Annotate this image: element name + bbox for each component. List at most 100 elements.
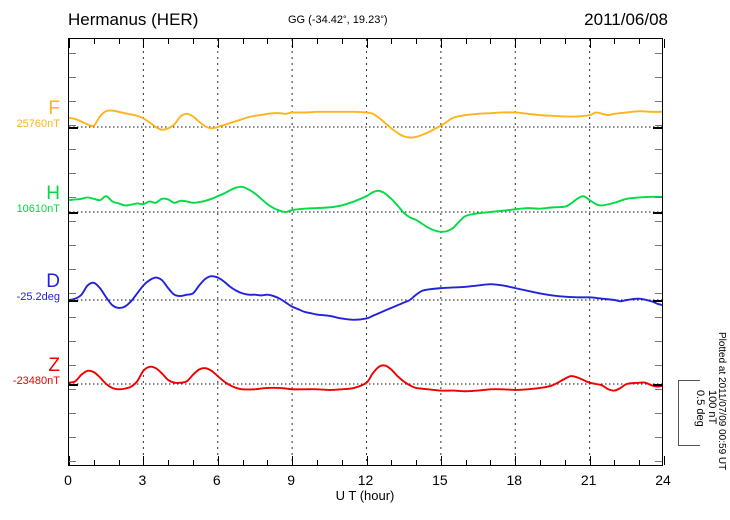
y-tick-r-110 (655, 149, 662, 150)
y-tick-baseline-l-D (69, 300, 78, 302)
y-tick-r-230 (655, 269, 662, 270)
x-tick-top-1 (93, 39, 95, 44)
y-tick-l-206 (69, 245, 76, 246)
degree-symbol-lat: ° (343, 14, 347, 24)
y-tick-r-134 (655, 173, 662, 174)
x-tick-label-15: 15 (432, 472, 448, 488)
component-letter-F: F (48, 98, 60, 119)
y-tick-l-374 (69, 413, 76, 414)
x-tick-bot-18 (515, 456, 517, 465)
x-tick-bot-6 (217, 456, 219, 465)
y-tick-l-110 (69, 149, 76, 150)
y-tick-r-14 (655, 53, 662, 54)
x-tick-bot-15 (440, 456, 442, 465)
geographic-coordinates: GG (-34.42°, 19.23°) (288, 14, 388, 26)
y-tick-l-38 (69, 77, 76, 78)
x-tick-label-21: 21 (580, 472, 597, 488)
x-tick-bot-13 (391, 460, 393, 465)
x-tick-label-0: 0 (64, 472, 72, 488)
y-tick-l-158 (69, 197, 76, 198)
y-tick-l-134 (69, 173, 76, 174)
component-baseline-D: -25.2deg (16, 291, 60, 303)
x-tick-bot-12 (366, 456, 368, 465)
y-tick-l-254 (69, 293, 76, 294)
x-tick-bot-23 (639, 460, 641, 465)
coords-prefix: GG ( (288, 14, 312, 26)
scale-bar-bottom-cap (678, 444, 700, 446)
y-tick-l-350 (69, 389, 76, 390)
x-tick-bot-7 (242, 460, 244, 465)
y-tick-baseline-l-Z (69, 384, 78, 386)
y-tick-r-302 (655, 341, 662, 342)
page-title: Hermanus (HER) (68, 10, 199, 29)
y-tick-r-254 (655, 293, 662, 294)
x-tick-top-16 (465, 39, 467, 44)
x-tick-label-9: 9 (287, 472, 296, 488)
x-tick-top-24 (664, 39, 665, 48)
x-tick-bot-19 (540, 460, 542, 465)
y-tick-r-182 (655, 221, 662, 222)
y-tick-baseline-r-Z (653, 384, 662, 386)
x-tick-top-3 (143, 39, 145, 48)
x-axis-title: U T (hour) (335, 488, 395, 503)
x-tick-bot-24 (664, 456, 665, 465)
x-tick-bot-21 (589, 456, 591, 465)
y-tick-l-230 (69, 269, 76, 270)
x-tick-top-5 (192, 39, 194, 44)
x-tick-bot-1 (93, 460, 95, 465)
component-letter-Z: Z (48, 355, 60, 376)
x-tick-bot-20 (564, 460, 566, 465)
y-tick-baseline-l-H (69, 212, 78, 214)
x-tick-top-20 (564, 39, 566, 44)
x-tick-label-12: 12 (357, 472, 374, 488)
plot-canvas (69, 39, 662, 465)
y-tick-baseline-l-F (69, 127, 78, 129)
trace-Z (69, 364, 662, 393)
x-tick-top-19 (540, 39, 542, 44)
y-tick-r-326 (655, 365, 662, 366)
x-tick-top-8 (267, 39, 269, 44)
y-tick-l-86 (69, 125, 76, 126)
x-tick-top-13 (391, 39, 393, 44)
y-tick-r-38 (655, 77, 662, 78)
x-tick-top-4 (168, 39, 170, 44)
y-tick-r-62 (655, 101, 662, 102)
x-tick-label-24: 24 (655, 472, 671, 488)
x-tick-top-17 (490, 39, 492, 44)
x-tick-bot-22 (614, 460, 616, 465)
x-tick-bot-5 (192, 460, 194, 465)
x-tick-top-11 (341, 39, 343, 44)
x-tick-top-7 (242, 39, 244, 44)
x-tick-bot-16 (465, 460, 467, 465)
x-tick-top-0 (69, 39, 70, 48)
component-letter-H: H (46, 183, 60, 204)
x-tick-top-6 (217, 39, 219, 48)
scale-deg: 0.5 deg (694, 390, 706, 427)
x-tick-bot-8 (267, 460, 269, 465)
scale-bar-label: 100 nT 0.5 deg (694, 390, 718, 427)
y-tick-l-278 (69, 317, 76, 318)
scale-bar-top-cap (678, 380, 700, 382)
trace-D (69, 275, 662, 321)
coords-separator: , (346, 14, 353, 26)
component-letter-D: D (46, 271, 60, 292)
component-baseline-H: 10610nT (16, 203, 60, 215)
y-tick-r-278 (655, 317, 662, 318)
y-tick-l-182 (69, 221, 76, 222)
x-tick-top-9 (292, 39, 294, 48)
x-tick-top-10 (316, 39, 318, 44)
x-tick-bot-2 (118, 460, 120, 465)
x-tick-bot-4 (168, 460, 170, 465)
y-tick-r-350 (655, 389, 662, 390)
y-tick-baseline-r-D (653, 300, 662, 302)
component-baseline-F: 25760nT (16, 118, 60, 130)
x-tick-top-2 (118, 39, 120, 44)
component-traces-layer (69, 109, 662, 393)
scale-nt: 100 nT (706, 390, 718, 425)
trace-F (69, 109, 662, 139)
y-tick-l-326 (69, 365, 76, 366)
x-tick-bot-11 (341, 460, 343, 465)
coords-latitude: -34.42 (311, 14, 344, 26)
y-tick-r-206 (655, 245, 662, 246)
x-tick-label-3: 3 (138, 472, 147, 488)
